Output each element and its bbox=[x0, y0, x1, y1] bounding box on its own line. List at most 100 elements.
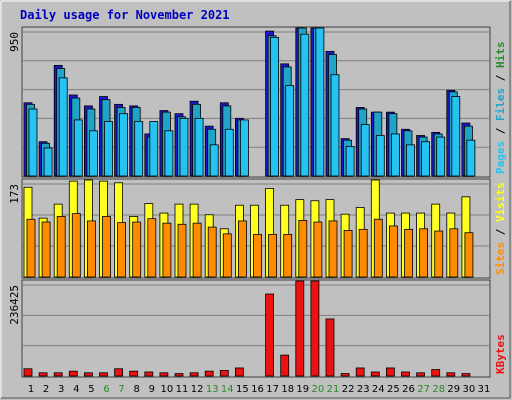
bar-sites-day-23 bbox=[358, 228, 368, 278]
bar-kbytes-day-3 bbox=[53, 372, 63, 377]
panel-kbytes-frame bbox=[21, 279, 491, 378]
bar-pages-day-20 bbox=[315, 27, 325, 177]
bar-pages-day-5 bbox=[89, 130, 98, 177]
bar-pages-day-18 bbox=[285, 85, 295, 177]
bar-kbytes-day-27 bbox=[416, 372, 426, 377]
day-label-8: 8 bbox=[134, 384, 140, 395]
day-label-17: 17 bbox=[266, 384, 279, 395]
bar-pages-day-17 bbox=[270, 36, 280, 177]
day-label-15: 15 bbox=[236, 384, 249, 395]
day-label-21: 21 bbox=[327, 384, 340, 395]
bar-sites-day-19 bbox=[298, 219, 308, 278]
bar-kbytes-day-28 bbox=[431, 369, 441, 377]
day-label-24: 24 bbox=[372, 384, 385, 395]
panel-visits-frame bbox=[21, 178, 491, 279]
day-label-28: 28 bbox=[432, 384, 445, 395]
day-label-4: 4 bbox=[73, 384, 79, 395]
label-pages: Pages bbox=[494, 141, 507, 174]
panel-scale-label: 950 bbox=[8, 32, 21, 52]
bar-sites-day-13 bbox=[207, 226, 217, 278]
bar-pages-day-30 bbox=[466, 139, 476, 177]
bar-pages-day-28 bbox=[436, 136, 446, 177]
label-sites: Sites bbox=[494, 242, 507, 275]
bar-kbytes-day-12 bbox=[189, 372, 199, 377]
bar-pages-day-14 bbox=[224, 128, 234, 177]
day-label-30: 30 bbox=[463, 384, 476, 395]
day-label-11: 11 bbox=[176, 384, 189, 395]
panel-series-label: Sites / Visits bbox=[494, 182, 507, 275]
bar-sites-day-25 bbox=[388, 225, 398, 278]
bar-pages-day-8 bbox=[134, 121, 144, 177]
bar-sites-day-20 bbox=[313, 221, 323, 278]
day-label-7: 7 bbox=[118, 384, 124, 395]
bar-kbytes-day-5 bbox=[84, 372, 93, 377]
bar-sites-day-5 bbox=[87, 220, 96, 278]
panel-hits-frame bbox=[21, 26, 491, 178]
bar-kbytes-day-1 bbox=[23, 368, 33, 377]
bar-sites-day-4 bbox=[71, 213, 81, 278]
bar-kbytes-day-19 bbox=[295, 280, 305, 377]
bar-kbytes-day-11 bbox=[174, 373, 184, 377]
panel-scale-label: 173 bbox=[8, 184, 21, 204]
bar-kbytes-day-13 bbox=[204, 370, 214, 377]
label-visits: Visits bbox=[494, 182, 507, 222]
bar-pages-day-21 bbox=[330, 74, 340, 177]
bar-pages-day-24 bbox=[375, 135, 385, 177]
bar-kbytes-day-7 bbox=[114, 368, 123, 377]
bar-sites-day-21 bbox=[328, 220, 338, 278]
day-label-29: 29 bbox=[447, 384, 460, 395]
bar-pages-day-19 bbox=[300, 33, 310, 177]
bar-kbytes-day-14 bbox=[219, 369, 229, 377]
day-label-9: 9 bbox=[149, 384, 155, 395]
bar-marks bbox=[23, 27, 476, 377]
bar-sites-day-14 bbox=[222, 233, 232, 278]
bar-sites-day-3 bbox=[56, 216, 66, 278]
bar-pages-day-3 bbox=[58, 77, 68, 177]
day-label-26: 26 bbox=[402, 384, 415, 395]
label-separator: / bbox=[494, 68, 507, 88]
bar-kbytes-day-8 bbox=[129, 370, 139, 377]
bar-pages-day-23 bbox=[360, 124, 370, 177]
bar-kbytes-day-30 bbox=[461, 373, 471, 377]
bar-sites-day-6 bbox=[102, 216, 111, 278]
bar-pages-day-13 bbox=[209, 144, 219, 177]
bar-kbytes-day-25 bbox=[385, 367, 395, 377]
day-label-16: 16 bbox=[251, 384, 264, 395]
day-label-23: 23 bbox=[357, 384, 370, 395]
bar-pages-day-11 bbox=[179, 117, 189, 177]
day-label-25: 25 bbox=[387, 384, 400, 395]
day-label-2: 2 bbox=[43, 384, 49, 395]
panel-series-label: KBytes bbox=[494, 334, 507, 374]
bar-pages-day-26 bbox=[406, 144, 415, 177]
bar-kbytes-day-9 bbox=[144, 371, 154, 377]
bar-kbytes-day-6 bbox=[99, 372, 108, 377]
bar-kbytes-day-21 bbox=[325, 318, 335, 377]
day-label-6: 6 bbox=[103, 384, 109, 395]
day-label-20: 20 bbox=[312, 384, 325, 395]
label-separator: / bbox=[494, 222, 507, 242]
label-files: Files bbox=[494, 88, 507, 121]
bar-sites-day-7 bbox=[117, 222, 126, 278]
day-label-19: 19 bbox=[296, 384, 309, 395]
bar-sites-day-29 bbox=[449, 228, 459, 278]
bar-sites-day-22 bbox=[343, 230, 353, 278]
bar-sites-day-17 bbox=[268, 233, 278, 278]
bar-sites-day-8 bbox=[132, 221, 142, 278]
bar-pages-day-4 bbox=[73, 119, 83, 177]
bar-sites-day-16 bbox=[253, 233, 262, 278]
bar-sites-day-28 bbox=[434, 230, 444, 278]
bar-sites-day-30 bbox=[464, 232, 474, 278]
day-label-14: 14 bbox=[221, 384, 234, 395]
day-label-5: 5 bbox=[88, 384, 94, 395]
bar-pages-day-10 bbox=[164, 130, 174, 177]
day-label-13: 13 bbox=[206, 384, 219, 395]
bar-pages-day-15 bbox=[239, 119, 249, 177]
day-label-31: 31 bbox=[478, 384, 491, 395]
day-label-10: 10 bbox=[161, 384, 174, 395]
bar-sites-day-9 bbox=[147, 218, 157, 278]
bar-sites-day-10 bbox=[162, 222, 172, 278]
chart-title: Daily usage for November 2021 bbox=[20, 8, 230, 22]
bar-pages-day-22 bbox=[345, 145, 355, 177]
